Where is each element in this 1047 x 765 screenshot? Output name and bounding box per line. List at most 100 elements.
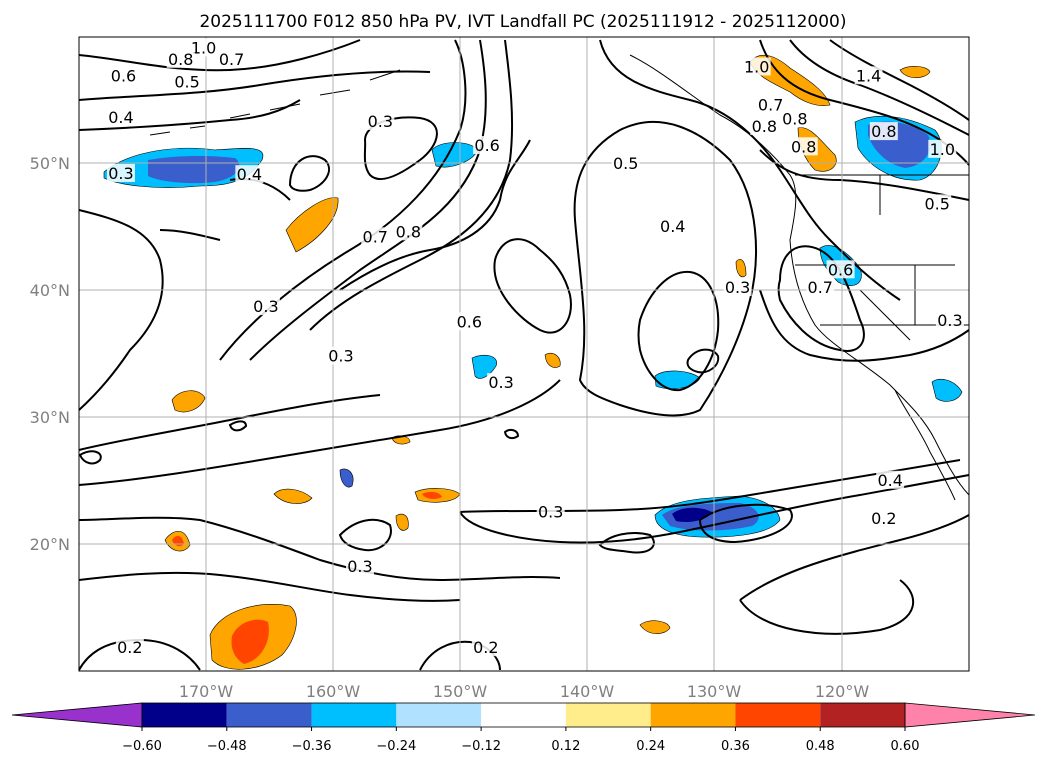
colorbar-frame xyxy=(141,702,906,728)
contour-label-bg xyxy=(935,311,964,330)
contour-line xyxy=(759,289,970,362)
contour-label: 0.3 xyxy=(937,311,962,330)
colorbar-tick-label: −0.48 xyxy=(207,739,247,754)
contour-line xyxy=(228,420,248,432)
colorbar-box xyxy=(311,703,397,727)
contour-label-bg xyxy=(826,260,855,279)
contour-label: 0.7 xyxy=(808,278,833,297)
contour-label-bg xyxy=(536,502,565,521)
colorbar-tick-label: −0.60 xyxy=(122,739,162,754)
contour-line xyxy=(78,571,461,602)
contour-label-bg xyxy=(780,109,809,128)
contour-label: 0.8 xyxy=(871,122,896,141)
contour-label: 0.3 xyxy=(108,164,133,183)
colorbar-tick-label: 0.60 xyxy=(891,739,920,754)
contour-line xyxy=(309,39,514,331)
contour-label-bg xyxy=(189,38,218,57)
colorbar-box xyxy=(226,703,312,727)
chart-title: 2025111700 F012 850 hPa PV, IVT Landfall… xyxy=(199,12,846,32)
contour-label: 0.7 xyxy=(758,95,783,114)
contour-line xyxy=(759,149,970,201)
contour-label-bg xyxy=(658,217,687,236)
contour-label-bg xyxy=(109,66,138,85)
colorbar-tick-label: −0.36 xyxy=(292,739,332,754)
contour-label-bg xyxy=(742,57,771,76)
contour-line xyxy=(789,39,970,136)
contour-label-bg xyxy=(251,297,280,316)
coastline xyxy=(149,54,970,501)
contour-label: 0.2 xyxy=(473,638,498,657)
contour-label: 0.2 xyxy=(117,638,142,657)
contour-label: 0.7 xyxy=(219,50,244,69)
contour-line xyxy=(339,139,531,291)
contour-line xyxy=(78,70,431,101)
contour-line xyxy=(78,209,164,411)
contour-line xyxy=(78,450,102,465)
x-axis-ticks: 170°W 160°W 150°W 140°W 130°W 120°W xyxy=(179,682,870,701)
contour-label-bg xyxy=(235,165,264,184)
contour-label: 0.4 xyxy=(660,217,685,236)
colorbar-box xyxy=(565,703,651,727)
shade-positive-region xyxy=(273,488,313,504)
contour-label: 0.7 xyxy=(363,227,388,246)
contour-label-bg xyxy=(326,346,355,365)
contour-label-bg xyxy=(869,122,898,141)
contour-label: 0.4 xyxy=(877,471,902,490)
colorbar-box xyxy=(820,703,905,727)
colorbar-tick-label: 0.24 xyxy=(636,739,665,754)
contour-label: 0.8 xyxy=(791,137,816,156)
contour-line xyxy=(598,532,655,554)
contour-label-bg xyxy=(789,137,818,156)
contour-label: 0.6 xyxy=(828,260,853,279)
contour-label-bg xyxy=(366,111,395,130)
contour-label-bg xyxy=(361,227,390,246)
x-tick-label: 170°W xyxy=(179,682,234,701)
contour-label: 0.6 xyxy=(111,66,136,85)
shade-positive-region xyxy=(639,620,671,634)
contour-label-bg xyxy=(106,163,135,182)
contour-label-bg xyxy=(923,194,952,213)
colorbar-tick-label: −0.12 xyxy=(461,739,501,754)
contour-line xyxy=(459,459,961,513)
state-border xyxy=(795,174,969,341)
contour-label: 0.8 xyxy=(752,117,777,136)
contour-label: 0.3 xyxy=(253,297,278,316)
contour-label: 0.4 xyxy=(237,165,262,184)
x-tick-label: 120°W xyxy=(815,682,870,701)
colorbar-tick-label: 0.48 xyxy=(806,739,835,754)
y-tick-label: 50°N xyxy=(30,154,70,173)
contour-line xyxy=(829,39,970,121)
contour-label-bg xyxy=(217,49,246,68)
x-tick-label: 160°W xyxy=(306,682,361,701)
contour-label: 0.3 xyxy=(538,503,563,522)
contour-label-bg xyxy=(345,557,374,576)
contour-label: 0.6 xyxy=(457,312,482,331)
contour-label: 0.2 xyxy=(871,509,896,528)
contour-label-bg xyxy=(115,638,144,657)
contour-line xyxy=(78,379,561,486)
contour-label-bg xyxy=(854,66,883,85)
contour-line xyxy=(739,514,970,601)
contour-label: 0.3 xyxy=(368,112,393,131)
contour-line xyxy=(159,229,221,241)
shade-positive-region xyxy=(899,66,931,79)
colorbar: −0.60 −0.48 −0.36 −0.24 −0.12 0.12 0.24 0.36 0.4… xyxy=(11,702,1036,754)
contour-label: 0.3 xyxy=(725,278,750,297)
contour-label-bg xyxy=(928,139,957,158)
contour-line xyxy=(503,428,520,440)
contour-label: 0.3 xyxy=(488,373,513,392)
contour-label-bg xyxy=(756,95,785,114)
contour-label-bg xyxy=(394,222,423,241)
contour-label-bg xyxy=(173,72,202,91)
x-tick-label: 130°W xyxy=(687,682,742,701)
contour-label-bg xyxy=(611,153,640,172)
contour-label: 0.3 xyxy=(328,347,353,366)
contour-label-bg xyxy=(750,117,779,136)
x-tick-label: 150°W xyxy=(433,682,488,701)
shade-negative-region xyxy=(931,379,963,402)
shade-positive-region xyxy=(285,197,339,253)
contour-label: 0.4 xyxy=(108,108,133,127)
contour-line xyxy=(686,348,720,374)
colorbar-extend-low xyxy=(11,702,143,728)
contour-label: 0.3 xyxy=(347,557,372,576)
